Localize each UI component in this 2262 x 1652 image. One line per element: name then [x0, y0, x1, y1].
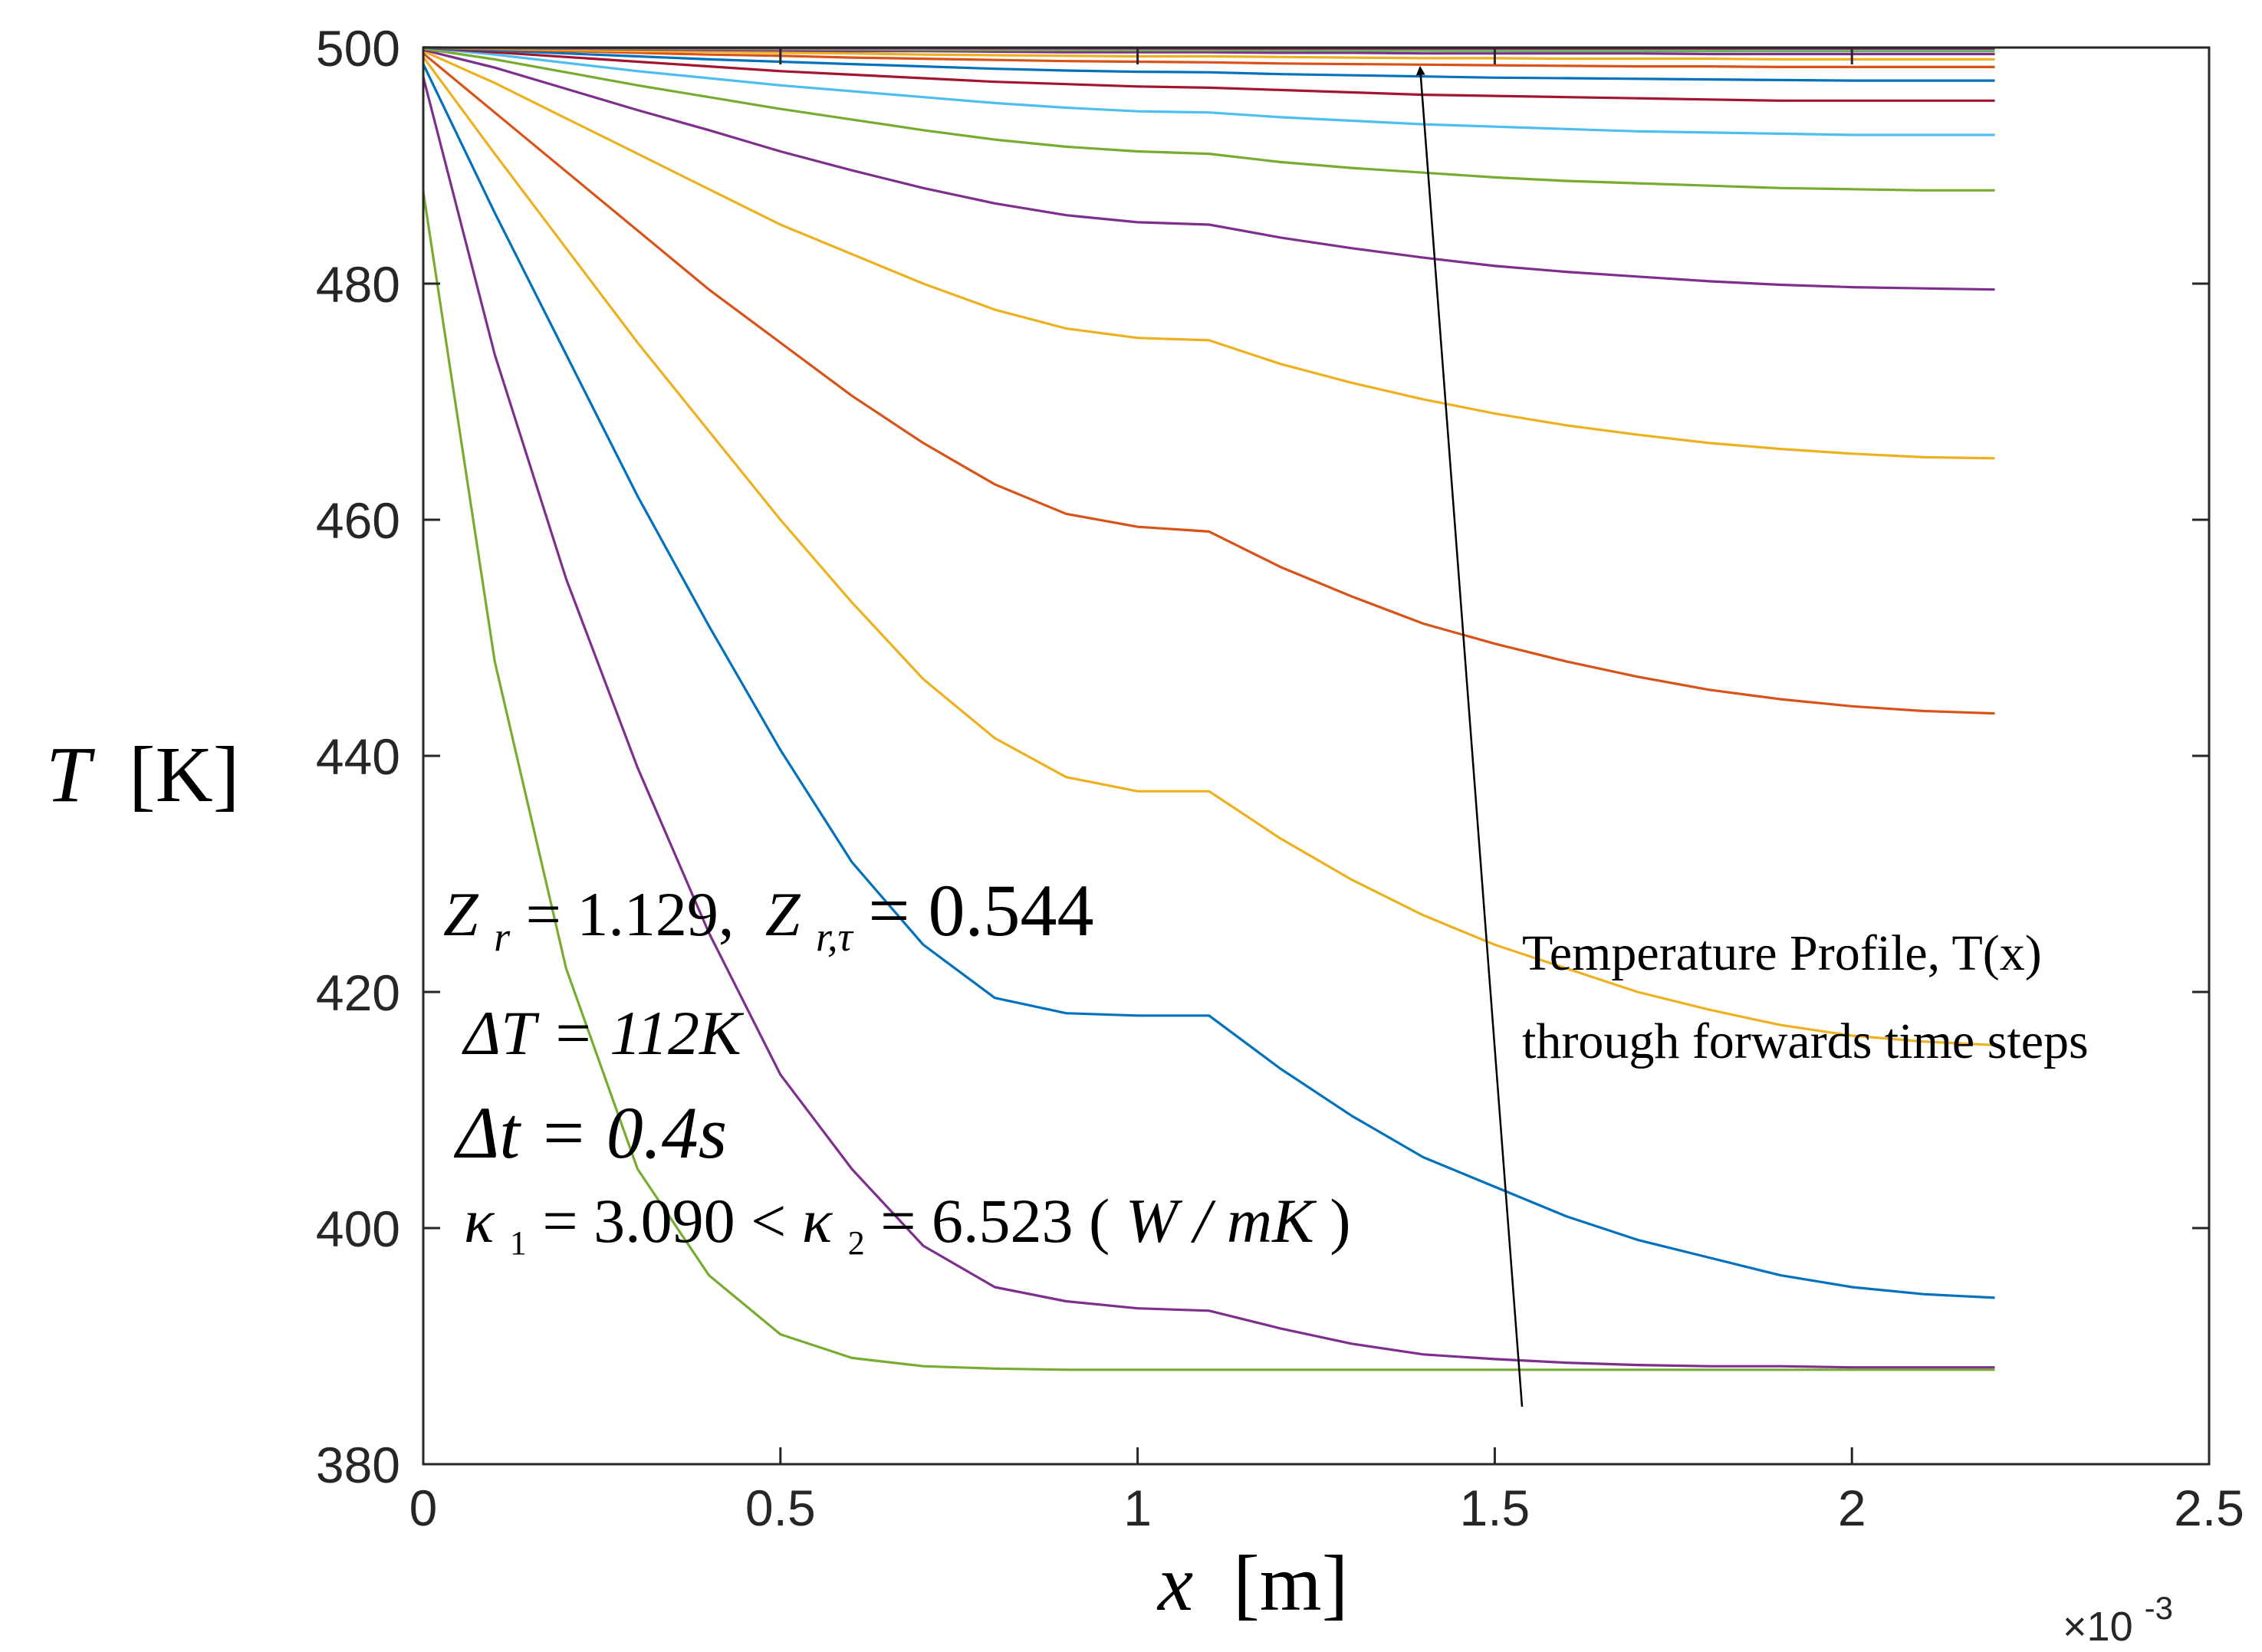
series-line-t10	[422, 46, 1995, 102]
x-axis-label: x [m]	[1156, 1539, 1348, 1627]
series-line-t3	[422, 63, 1995, 1299]
series-line-t8	[422, 47, 1995, 192]
x-axis-symbol: x	[1156, 1539, 1193, 1627]
zrtau-value: = 0.544	[868, 869, 1093, 951]
series-line-t9	[422, 46, 1995, 136]
x-tick-label: 0.5	[745, 1480, 816, 1536]
zr-symbol: Z	[443, 879, 479, 949]
delta-T-value: = 112K	[551, 998, 745, 1068]
series-line-t5	[422, 52, 1995, 715]
delta-t-value: = 0.4s	[538, 1092, 727, 1174]
x-tick-label: 2	[1838, 1480, 1866, 1536]
series-line-t12	[422, 46, 1995, 69]
x-tick-label: 1.5	[1460, 1480, 1530, 1536]
series-lines	[422, 46, 1995, 1371]
annotation-delta-T: ΔT = 112K	[462, 998, 745, 1068]
time-step-arrow	[1415, 66, 1524, 1407]
y-tick-label: 440	[316, 728, 400, 785]
axis-ticks: 0 0.5 1 1.5 2 2.5 380 400 420 440 460 480 500	[316, 20, 2244, 1536]
plot-area	[423, 48, 2209, 1464]
y-tick-label: 500	[316, 20, 400, 77]
y-tick-label: 480	[316, 256, 400, 313]
series-line-t6	[422, 50, 1995, 460]
y-tick-label: 460	[316, 492, 400, 549]
series-line-t7	[422, 48, 1995, 291]
kappa-close: )	[1330, 1186, 1350, 1256]
delta-t-symbol: Δt	[453, 1092, 521, 1174]
kappa1-subscript: 1	[510, 1224, 527, 1262]
kappa1-value: = 3.090 <	[542, 1186, 802, 1256]
kappa1-symbol: κ	[464, 1186, 495, 1256]
y-tick-label: 400	[316, 1200, 400, 1257]
profile-note-line2: through forwards time steps	[1522, 1013, 2089, 1069]
annotation-delta-t: Δt = 0.4s	[453, 1092, 727, 1174]
x-tick-label: 2.5	[2174, 1480, 2244, 1536]
annotation-z-ratios: Z r = 1.129, Z r,τ = 0.544	[443, 869, 1093, 964]
kappa2-symbol: κ	[802, 1186, 833, 1256]
zrtau-subscript: r,τ	[816, 914, 854, 960]
series-line-t11	[422, 46, 1995, 82]
profile-note-line1: Temperature Profile, T(x)	[1522, 925, 2042, 981]
y-tick-label: 420	[316, 964, 400, 1021]
x-exponent-power: -3	[2145, 1590, 2173, 1626]
zr-value: = 1.129,	[526, 879, 735, 949]
series-line-t1	[422, 191, 1995, 1371]
series-line-t4	[422, 56, 1995, 1046]
x-axis-exponent: ×10 -3	[2063, 1590, 2173, 1650]
x-axis-unit: [m]	[1233, 1539, 1348, 1627]
kappa2-subscript: 2	[848, 1224, 865, 1262]
delta-T-symbol: ΔT	[462, 998, 540, 1068]
y-axis-label: T [K]	[46, 731, 239, 819]
x-tick-label: 0	[409, 1480, 438, 1536]
kappa-unit: W / mK	[1126, 1186, 1317, 1256]
y-tick-label: 380	[316, 1437, 400, 1493]
series-line-t13	[422, 46, 1995, 61]
zrtau-symbol: Z	[765, 879, 801, 949]
x-exponent-base: ×10	[2063, 1604, 2133, 1650]
y-axis-unit: [K]	[129, 731, 239, 819]
series-line-t2	[422, 77, 1995, 1369]
annotation-kappa: κ 1 = 3.090 < κ 2 = 6.523 ( W / mK )	[464, 1186, 1351, 1268]
zr-subscript: r	[494, 914, 511, 960]
kappa2-value: = 6.523 (	[880, 1186, 1110, 1256]
x-tick-label: 1	[1123, 1480, 1152, 1536]
y-axis-symbol: T	[46, 731, 95, 819]
